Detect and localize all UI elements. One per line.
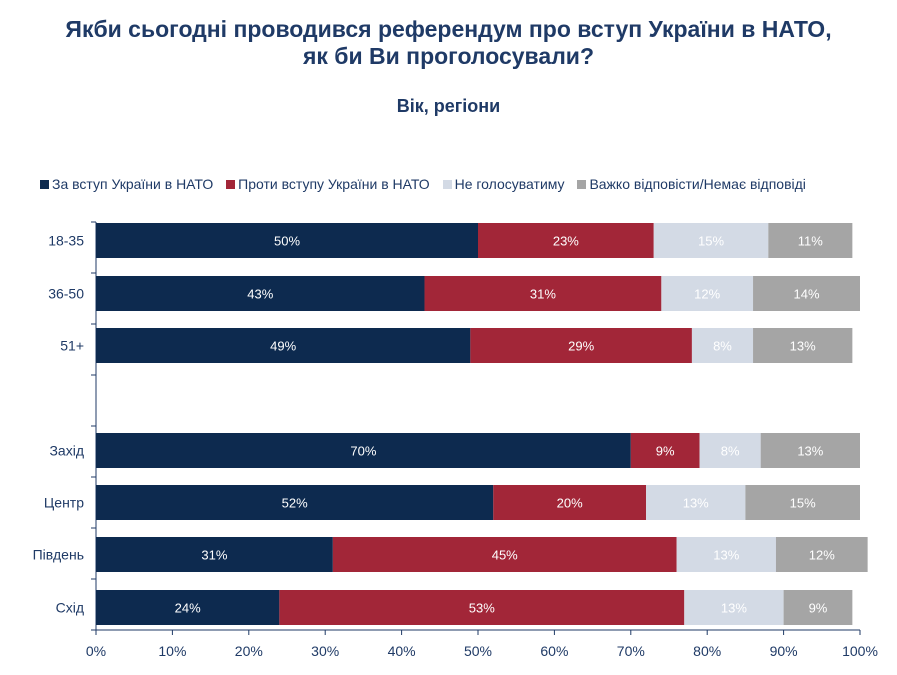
bar-value-label: 13% bbox=[790, 339, 816, 354]
bar-value-label: 15% bbox=[698, 234, 724, 249]
legend-label-for: За вступ України в НАТО bbox=[52, 176, 214, 192]
legend-item-not-vote: Не голосуватиму bbox=[442, 176, 565, 192]
bar-value-label: 49% bbox=[270, 339, 296, 354]
legend-swatch-for bbox=[40, 180, 49, 189]
x-tick-label: 100% bbox=[842, 643, 878, 659]
bar-segment bbox=[775, 537, 868, 572]
bar-value-label: 31% bbox=[201, 548, 227, 563]
bar-segment bbox=[493, 485, 647, 520]
x-tick-label: 10% bbox=[158, 643, 186, 659]
x-tick-label: 80% bbox=[693, 643, 721, 659]
bar-segment bbox=[745, 485, 860, 520]
bar-value-label: 8% bbox=[713, 339, 732, 354]
bar-value-label: 20% bbox=[557, 496, 583, 511]
bar-segment bbox=[96, 276, 425, 311]
x-tick-label: 90% bbox=[770, 643, 798, 659]
legend-swatch-hard-to-say bbox=[577, 180, 587, 189]
bar-value-label: 52% bbox=[282, 496, 308, 511]
bar-value-label: 45% bbox=[492, 548, 518, 563]
category-label: Південь bbox=[33, 547, 84, 563]
bar-value-label: 70% bbox=[350, 444, 376, 459]
bar-value-label: 43% bbox=[247, 287, 273, 302]
bar-value-label: 13% bbox=[713, 548, 739, 563]
bar-value-label: 14% bbox=[794, 287, 820, 302]
bar-value-label: 53% bbox=[469, 601, 495, 616]
bar-segment bbox=[768, 223, 853, 258]
bar-value-label: 8% bbox=[721, 444, 740, 459]
category-label: 51+ bbox=[60, 338, 84, 354]
legend-label-hard-to-say: Важко відповісти/Немає відповіді bbox=[589, 176, 806, 192]
legend-item-against: Проти вступу України в НАТО bbox=[226, 176, 430, 192]
bar-segment bbox=[646, 485, 746, 520]
x-tick-label: 0% bbox=[86, 643, 106, 659]
x-tick-label: 60% bbox=[540, 643, 568, 659]
category-label: 36-50 bbox=[48, 286, 84, 302]
bar-segment bbox=[96, 590, 280, 625]
bar-segment bbox=[96, 328, 471, 363]
bar-value-label: 11% bbox=[798, 234, 823, 249]
x-tick-label: 20% bbox=[235, 643, 263, 659]
bar-value-label: 13% bbox=[721, 601, 747, 616]
bar-segment bbox=[630, 433, 700, 468]
bar-segment bbox=[470, 328, 692, 363]
bar-value-label: 50% bbox=[274, 234, 300, 249]
chart-title-line-1: Якби сьогодні проводився референдум про … bbox=[65, 16, 832, 42]
legend-item-for: За вступ України в НАТО bbox=[40, 176, 213, 192]
category-label: Центр bbox=[44, 495, 84, 511]
bar-value-label: 12% bbox=[809, 548, 835, 563]
bar-value-label: 31% bbox=[530, 287, 556, 302]
chart-subtitle: Вік, регіони bbox=[396, 96, 501, 116]
bar-segment bbox=[96, 433, 631, 468]
bar-value-label: 23% bbox=[553, 234, 579, 249]
legend-swatch-against bbox=[226, 180, 236, 189]
bar-segment bbox=[478, 223, 654, 258]
bar-value-label: 9% bbox=[656, 444, 675, 459]
chart-title: Якби сьогодні проводився референдум про … bbox=[0, 16, 897, 70]
legend-label-not-vote: Не голосуватиму bbox=[454, 176, 565, 192]
bar-segment bbox=[96, 223, 478, 258]
category-label: Схід bbox=[56, 600, 84, 616]
bar-value-label: 13% bbox=[797, 444, 823, 459]
x-tick-label: 70% bbox=[617, 643, 645, 659]
bar-value-label: 24% bbox=[175, 601, 201, 616]
bar-value-label: 9% bbox=[809, 601, 828, 616]
bar-segment bbox=[96, 537, 333, 572]
bar-segment bbox=[279, 590, 685, 625]
bar-value-label: 12% bbox=[694, 287, 720, 302]
bar-value-label: 13% bbox=[683, 496, 709, 511]
x-tick-label: 30% bbox=[311, 643, 339, 659]
legend-item-hard-to-say: Важко відповісти/Немає відповіді bbox=[577, 176, 806, 192]
category-label: Захід bbox=[49, 443, 84, 459]
bar-segment bbox=[760, 433, 860, 468]
chart-title-line-2: як би Ви проголосували? bbox=[302, 43, 594, 69]
bar-segment bbox=[783, 590, 853, 625]
legend: За вступ України в НАТО Проти вступу Укр… bbox=[40, 176, 890, 192]
bar-segment bbox=[753, 328, 853, 363]
bar-segment bbox=[332, 537, 677, 572]
bar-segment bbox=[653, 223, 769, 258]
category-label: 18-35 bbox=[48, 233, 84, 249]
legend-swatch-not-vote bbox=[442, 180, 452, 189]
bar-segment bbox=[684, 590, 784, 625]
x-tick-label: 40% bbox=[388, 643, 416, 659]
bar-segment bbox=[699, 433, 761, 468]
bar-segment bbox=[96, 485, 494, 520]
bar-segment bbox=[691, 328, 754, 363]
bar-segment bbox=[424, 276, 662, 311]
bar-segment bbox=[676, 537, 776, 572]
x-tick-label: 50% bbox=[464, 643, 492, 659]
bar-value-label: 29% bbox=[568, 339, 594, 354]
legend-label-against: Проти вступу України в НАТО bbox=[238, 176, 430, 192]
bar-segment bbox=[661, 276, 754, 311]
bar-segment bbox=[753, 276, 860, 311]
bar-value-label: 15% bbox=[790, 496, 816, 511]
